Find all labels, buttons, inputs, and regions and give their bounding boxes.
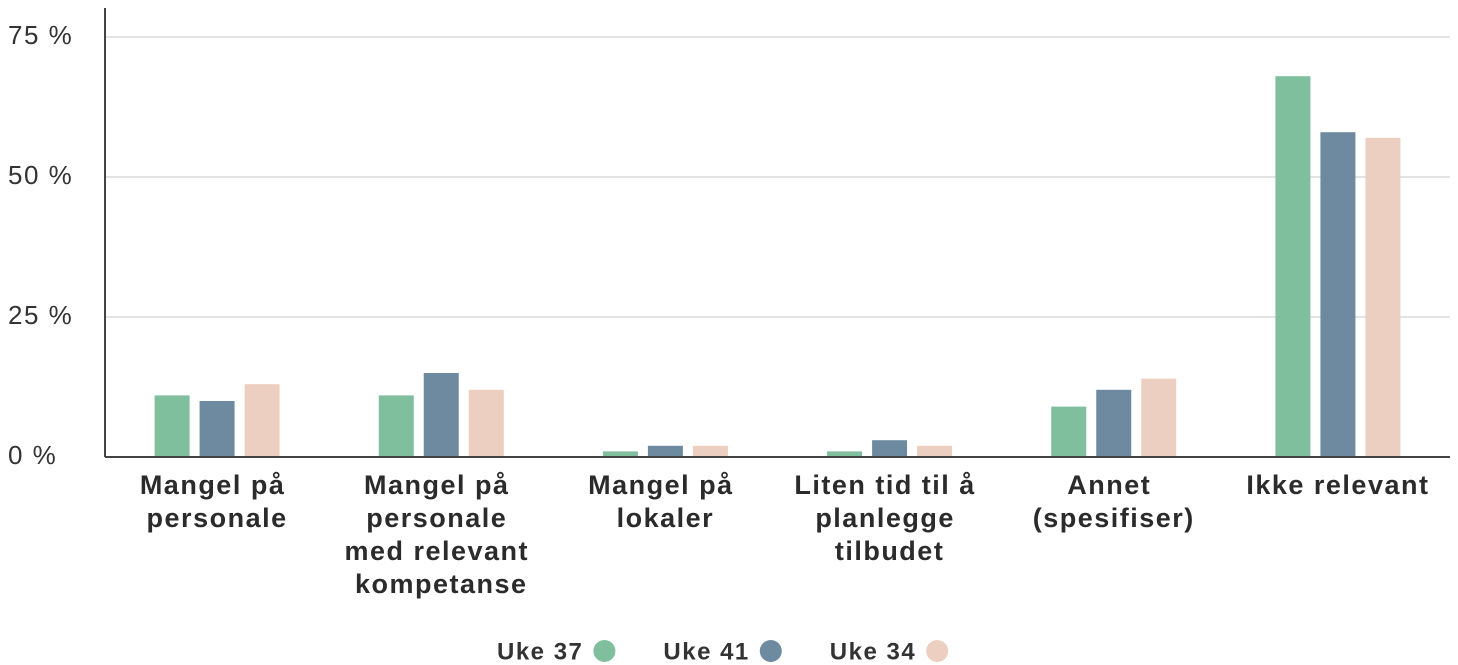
bar (1096, 389, 1132, 457)
bar (1365, 137, 1401, 458)
bar (692, 445, 728, 457)
bar (1320, 132, 1356, 457)
y-tick-label: 0 % (8, 440, 57, 470)
bar (154, 395, 190, 457)
bar (1275, 76, 1311, 457)
x-tick-label: Mangel på personale med relevant kompeta… (344, 470, 538, 599)
x-tick-label: Mangel på personale (140, 470, 295, 533)
bar (1051, 406, 1087, 457)
bar (378, 395, 414, 457)
legend-label: Uke 41 (663, 638, 749, 665)
legend-swatch (759, 640, 782, 662)
x-tick-label: Liten tid til å planlegge tilbudet (794, 470, 985, 566)
y-tick-label: 75 % (8, 20, 73, 50)
legend-swatch (926, 640, 949, 662)
bar (872, 440, 908, 457)
bar (827, 451, 863, 457)
bar (602, 451, 638, 457)
bar (244, 384, 280, 457)
legend-label: Uke 37 (497, 638, 583, 665)
bar (468, 389, 504, 457)
x-tick-label: Mangel på lokaler (588, 470, 743, 533)
legend-swatch (593, 640, 616, 662)
bar (917, 445, 953, 457)
x-tick-label: Annet (spesifiser) (1033, 470, 1195, 533)
bar (423, 373, 459, 457)
bar (199, 401, 235, 457)
x-tick-label: Ikke relevant (1246, 470, 1429, 500)
y-tick-label: 25 % (8, 300, 73, 330)
bar (647, 445, 683, 457)
y-tick-label: 50 % (8, 160, 73, 190)
legend-label: Uke 34 (830, 638, 916, 665)
bar (1141, 378, 1177, 457)
